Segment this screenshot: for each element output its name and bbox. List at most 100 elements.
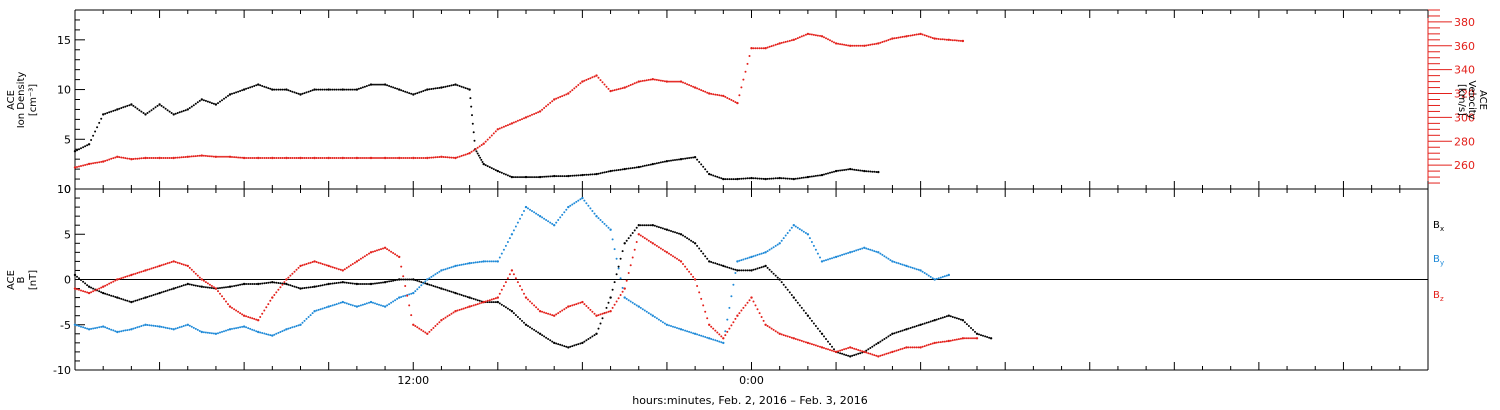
density-trace-dot (867, 170, 870, 173)
bx-trace-dot (857, 352, 860, 355)
bz-trace-dot (90, 291, 93, 294)
velocity-trace-dot (148, 157, 151, 159)
velocity-trace-dot (696, 87, 699, 90)
density-trace-dot (484, 164, 487, 167)
bz-trace-dot (714, 329, 717, 332)
density-trace-dot (98, 121, 101, 124)
velocity-trace-dot (287, 157, 290, 159)
density-trace-dot (728, 178, 731, 181)
bx-trace-dot (627, 237, 630, 240)
by-trace-dot (700, 334, 703, 337)
bx-point (257, 282, 260, 286)
bx-point (440, 287, 443, 290)
bz-trace-dot (583, 303, 586, 306)
by-point (877, 251, 880, 254)
velocity-trace-dot (112, 157, 115, 160)
density-trace-dot (462, 86, 465, 89)
bz-trace-dot (337, 268, 340, 271)
bz-trace-dot (569, 305, 572, 307)
density-trace-dot (740, 177, 743, 180)
bz-trace-dot (261, 312, 264, 315)
bz-trace-dot (148, 268, 151, 271)
by-trace-dot (208, 332, 211, 334)
by-trace-dot (668, 324, 670, 327)
bz-trace-dot (279, 286, 282, 289)
density-trace-dot (76, 149, 78, 152)
density-trace-dot (762, 177, 765, 180)
by-trace-dot (698, 334, 701, 337)
bx-trace-dot (812, 322, 815, 325)
bx-trace-dot (659, 226, 662, 229)
by-trace-dot (754, 254, 757, 257)
bz-trace-dot (521, 288, 523, 291)
bz-trace-dot (537, 308, 540, 311)
bz-trace-dot (710, 325, 713, 328)
bx-trace-dot (845, 354, 848, 357)
velocity-trace-dot (194, 155, 197, 158)
by-trace-dot (939, 276, 942, 279)
bx-point (905, 328, 908, 331)
bx-trace-dot (599, 322, 602, 325)
bx-trace-dot (702, 252, 705, 255)
bx-trace-dot (690, 239, 693, 242)
bz-trace-dot (174, 261, 177, 263)
by-trace-dot (861, 247, 864, 250)
bx-trace-dot (293, 285, 296, 288)
bz-trace-dot (100, 286, 103, 289)
bz-trace-dot (798, 339, 801, 342)
density-point (242, 88, 246, 91)
by-trace-dot (382, 305, 384, 307)
by-trace-dot (895, 261, 898, 264)
velocity-trace-dot (613, 89, 616, 92)
density-trace-dot (621, 168, 624, 171)
bz-trace-dot (164, 263, 167, 265)
velocity-trace-dot (839, 43, 842, 46)
bx-trace-dot (92, 287, 95, 290)
velocity-trace-dot (92, 162, 95, 165)
density-trace-dot (210, 102, 213, 105)
by-trace-dot (643, 309, 646, 312)
by-trace-dot (601, 221, 604, 223)
velocity-trace-dot (744, 70, 747, 73)
velocity-trace-dot (188, 155, 191, 158)
velocity-trace-dot (500, 126, 503, 129)
by-point (722, 341, 725, 345)
by-trace-dot (295, 325, 298, 327)
bz-trace-dot (571, 304, 574, 307)
y-tick-label-left: 15 (57, 34, 71, 47)
velocity-trace-dot (293, 157, 296, 159)
bx-point (609, 296, 612, 299)
bx-trace-dot (154, 293, 157, 296)
density-trace-dot (629, 167, 632, 170)
bz-trace-dot (533, 304, 536, 307)
density-trace-dot (295, 92, 298, 95)
bx-trace-dot (361, 283, 364, 285)
bz-trace-dot (235, 309, 238, 312)
velocity-trace-dot (283, 157, 286, 159)
velocity-trace-dot (96, 161, 99, 164)
by-trace-dot (657, 318, 660, 321)
by-point (200, 330, 203, 334)
bx-trace-dot (466, 296, 469, 298)
bz-trace-dot (76, 288, 78, 291)
bz-point (538, 310, 542, 313)
velocity-trace-dot (728, 98, 731, 100)
bx-trace-dot (706, 257, 709, 260)
density-trace-dot (152, 107, 155, 110)
by-trace-dot (164, 326, 167, 329)
bz-trace-dot (106, 283, 109, 286)
velocity-trace-dot (502, 125, 505, 128)
y-axis-label-left: B (16, 276, 27, 283)
bz-point (313, 260, 316, 263)
velocity-trace-dot (414, 157, 417, 159)
bz-point (440, 319, 443, 322)
by-trace-dot (311, 312, 314, 315)
density-trace-dot (410, 92, 413, 95)
bx-trace-dot (442, 288, 445, 291)
density-trace-dot (471, 114, 473, 117)
by-trace-dot (847, 252, 850, 254)
velocity-trace-dot (859, 44, 862, 47)
by-trace-dot (162, 326, 165, 329)
bx-trace-dot (531, 327, 533, 330)
